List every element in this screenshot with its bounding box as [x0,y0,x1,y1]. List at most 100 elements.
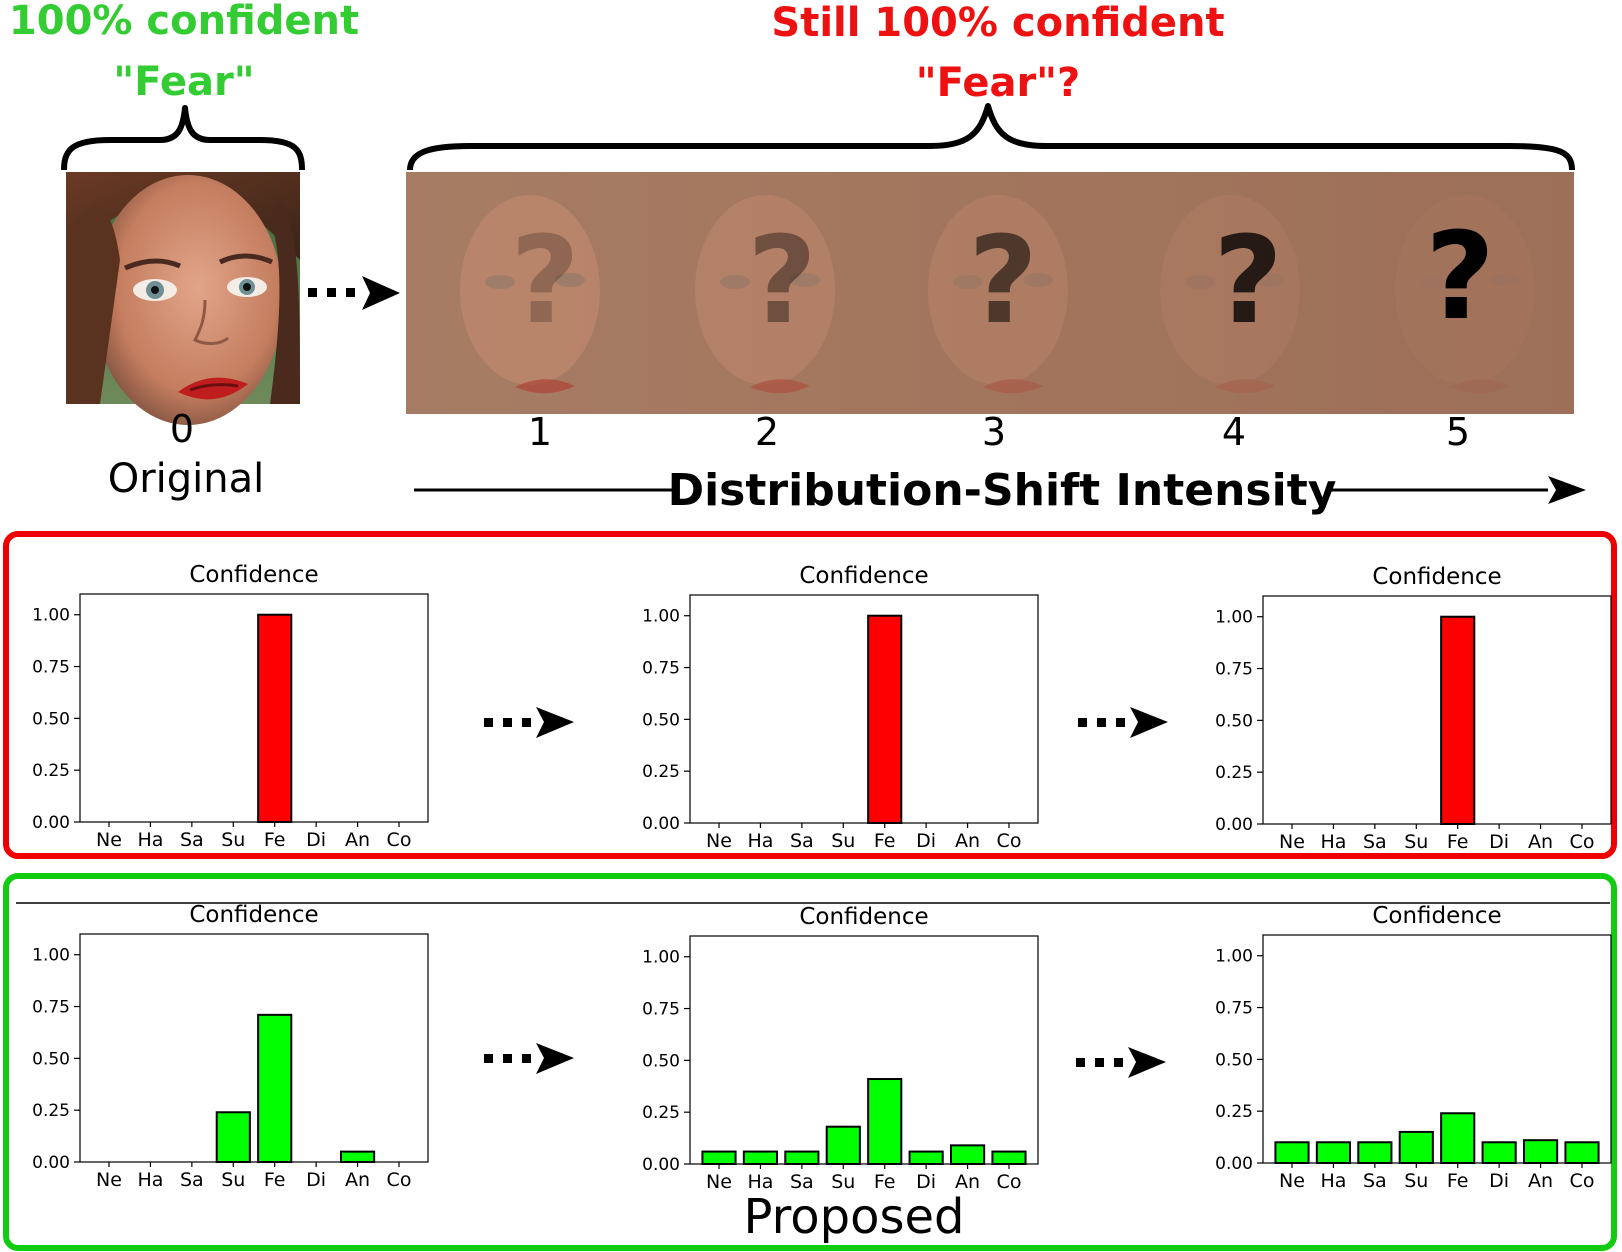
y-tick-label: 0.00 [642,814,680,834]
original-index: 0 [170,407,194,451]
x-tick-label: Fe [264,829,286,851]
left-class-label: "Fear" [113,59,254,105]
x-tick-label: An [955,1171,980,1193]
y-tick-label: 1.00 [642,948,680,968]
dotted-arrow-baseline-1 [484,707,574,738]
bar-fe [257,1013,293,1163]
bar-an [1523,1139,1559,1164]
x-tick-label: An [345,829,370,851]
x-tick-label: Di [1489,831,1509,853]
x-tick-label: Fe [1447,1170,1469,1192]
bar-sa [784,1150,820,1165]
shifted-face-strip [406,172,1574,414]
intensity-axis-label: Distribution-Shift Intensity [668,465,1337,516]
x-tick-label: Di [916,830,936,852]
chart-title: Confidence [799,904,928,930]
bar-fe [867,614,903,825]
y-tick-label: 0.25 [642,1103,680,1123]
bar-su [215,1111,251,1163]
x-tick-label: Fe [874,830,896,852]
question-mark-icon: ? [1213,212,1283,351]
bar-ne [1274,1141,1310,1164]
x-tick-label: Co [997,1171,1022,1193]
proposed-chart-2: Confidence 0.00 0.25 0.50 0.75 1.00 Ne Ha Sa Su Fe… [642,904,1039,1193]
x-tick-label: Ne [706,1171,732,1193]
baseline-panel-border [3,531,1617,859]
x-tick-label: Di [1489,1170,1509,1192]
shift-index-1: 1 [528,410,552,454]
dotted-arrow-proposed-2 [1076,1047,1166,1078]
y-tick-label: 0.00 [1215,1154,1253,1174]
y-tick-label: 0.25 [1215,763,1253,783]
x-tick-label: Su [831,830,855,852]
baseline-chart-2: Confidence 0.00 0.25 0.50 0.75 1.00 Ne Ha Sa Su Fe… [642,563,1039,852]
x-tick-label: Fe [264,1169,286,1191]
x-tick-label: Ha [137,1169,163,1191]
bar-ha [1315,1141,1352,1164]
x-tick-label: Di [306,1169,326,1191]
question-mark-icon: ? [968,212,1038,351]
bar-di [1481,1141,1517,1164]
y-tick-label: 1.00 [32,946,70,966]
proposed-caption: Proposed [744,1189,965,1245]
dotted-arrow-proposed-1 [484,1043,574,1074]
y-tick-label: 0.75 [1215,999,1253,1019]
bar-sa [1357,1141,1393,1164]
x-tick-label: Su [1404,1170,1428,1192]
x-tick-label: Co [387,1169,412,1191]
right-confidence-label: Still 100% confident [771,0,1224,46]
proposed-panel-border [3,873,1617,1251]
dotted-arrow-top [308,276,400,310]
x-tick-label: Co [387,829,412,851]
x-tick-label: Ha [137,829,163,851]
x-tick-label: Ne [706,830,732,852]
chart-title: Confidence [1372,564,1501,590]
right-class-label: "Fear"? [916,60,1080,106]
bar-fe [257,613,293,824]
x-tick-label: Ne [96,1169,122,1191]
bar-di [908,1150,944,1165]
y-tick-label: 1.00 [1215,608,1253,628]
bar-su [825,1125,861,1166]
bar-co [1564,1141,1600,1164]
y-tick-label: 1.00 [642,607,680,627]
proposed-chart-1: Confidence 0.00 0.25 0.50 0.75 1.00 Ne Ha Sa Su Fe… [32,902,429,1191]
bar-co [991,1150,1027,1165]
bar-fe [1440,615,1476,826]
y-tick-label: 1.00 [32,606,70,626]
bar-ne [701,1150,737,1165]
x-tick-label: Ha [1320,1170,1346,1192]
x-tick-label: Ha [747,1171,773,1193]
y-tick-label: 1.00 [1215,947,1253,967]
shift-index-4: 4 [1222,410,1246,454]
bar-fe [1440,1112,1476,1164]
y-tick-label: 0.75 [32,658,70,678]
plot-frame [689,594,1039,824]
x-tick-label: An [345,1169,370,1191]
original-label: Original [108,456,265,502]
y-tick-label: 0.00 [32,1153,70,1173]
plot-frame [79,593,429,823]
x-tick-label: Di [916,1171,936,1193]
x-tick-label: Fe [874,1171,896,1193]
chart-title: Confidence [189,902,318,928]
shift-index-5: 5 [1446,410,1470,454]
y-tick-label: 0.25 [32,1101,70,1121]
bar-ha [742,1150,778,1165]
y-tick-label: 0.75 [1215,660,1253,680]
y-tick-label: 0.00 [32,813,70,833]
x-tick-label: Ne [1279,1170,1305,1192]
x-tick-label: Ha [1320,831,1346,853]
x-tick-label: Co [1570,831,1595,853]
shift-index-3: 3 [982,410,1006,454]
right-brace [407,103,1575,171]
y-tick-label: 0.25 [1215,1102,1253,1122]
plot-frame [79,933,429,1163]
bar-fe [867,1078,903,1166]
x-tick-label: Su [1404,831,1428,853]
shift-index-2: 2 [755,410,779,454]
x-tick-label: Su [221,829,245,851]
left-brace [61,105,305,171]
question-mark-icon: ? [747,212,817,351]
